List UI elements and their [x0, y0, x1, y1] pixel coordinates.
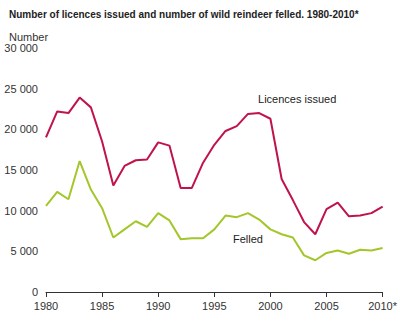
- svg-text:1985: 1985: [90, 300, 114, 312]
- svg-text:Number of licences issued and: Number of licences issued and number of …: [9, 9, 359, 20]
- svg-text:1995: 1995: [202, 300, 226, 312]
- svg-text:20 000: 20 000: [4, 123, 38, 135]
- svg-text:Licences issued: Licences issued: [258, 93, 336, 105]
- svg-text:2010*: 2010*: [368, 300, 397, 312]
- svg-text:1990: 1990: [146, 300, 170, 312]
- svg-text:15 000: 15 000: [4, 164, 38, 176]
- svg-text:Felled: Felled: [233, 233, 263, 245]
- svg-text:10 000: 10 000: [4, 205, 38, 217]
- svg-text:30 000: 30 000: [4, 42, 38, 54]
- svg-text:Number: Number: [9, 31, 48, 43]
- svg-text:2005: 2005: [314, 300, 338, 312]
- svg-text:2000: 2000: [258, 300, 282, 312]
- svg-text:5 000: 5 000: [10, 245, 38, 257]
- svg-text:0: 0: [32, 286, 38, 298]
- svg-text:25 000: 25 000: [4, 83, 38, 95]
- svg-text:1980: 1980: [34, 300, 58, 312]
